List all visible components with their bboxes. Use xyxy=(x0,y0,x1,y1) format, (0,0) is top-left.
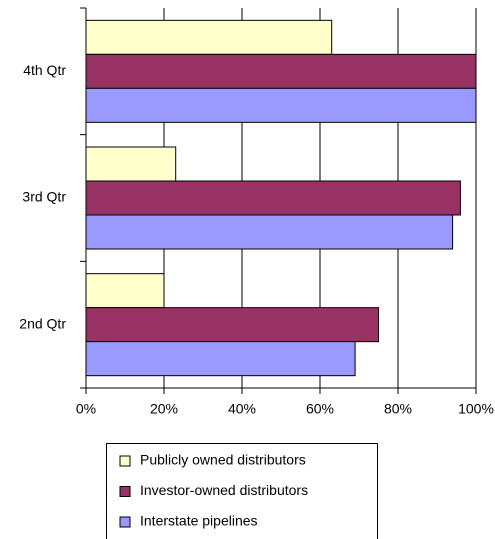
legend-swatch xyxy=(119,516,131,528)
legend-label: Investor-owned distributors xyxy=(140,482,308,498)
x-tick-label: 80% xyxy=(384,401,412,417)
bar xyxy=(85,19,333,55)
legend-swatch xyxy=(119,455,131,467)
y-tick-label: 3rd Qtr xyxy=(22,189,66,205)
legend-swatch xyxy=(119,486,131,497)
legend-box xyxy=(106,443,378,539)
x-tick-label: 0% xyxy=(76,401,96,417)
legend-label: Publicly owned distributors xyxy=(140,452,306,468)
bar xyxy=(85,87,477,123)
legend-label: Interstate pipelines xyxy=(140,513,258,529)
bar xyxy=(85,273,165,309)
x-tick-label: 100% xyxy=(458,401,494,417)
x-tick-label: 40% xyxy=(228,401,256,417)
x-tick-label: 60% xyxy=(306,401,334,417)
y-tick-label: 4th Qtr xyxy=(23,62,66,78)
bar xyxy=(85,341,356,377)
bar xyxy=(85,307,379,343)
bar xyxy=(85,53,477,89)
bar xyxy=(85,180,461,216)
y-tick-label: 2nd Qtr xyxy=(19,315,66,331)
bar xyxy=(85,214,454,250)
bar xyxy=(85,146,177,182)
x-tick-label: 20% xyxy=(150,401,178,417)
